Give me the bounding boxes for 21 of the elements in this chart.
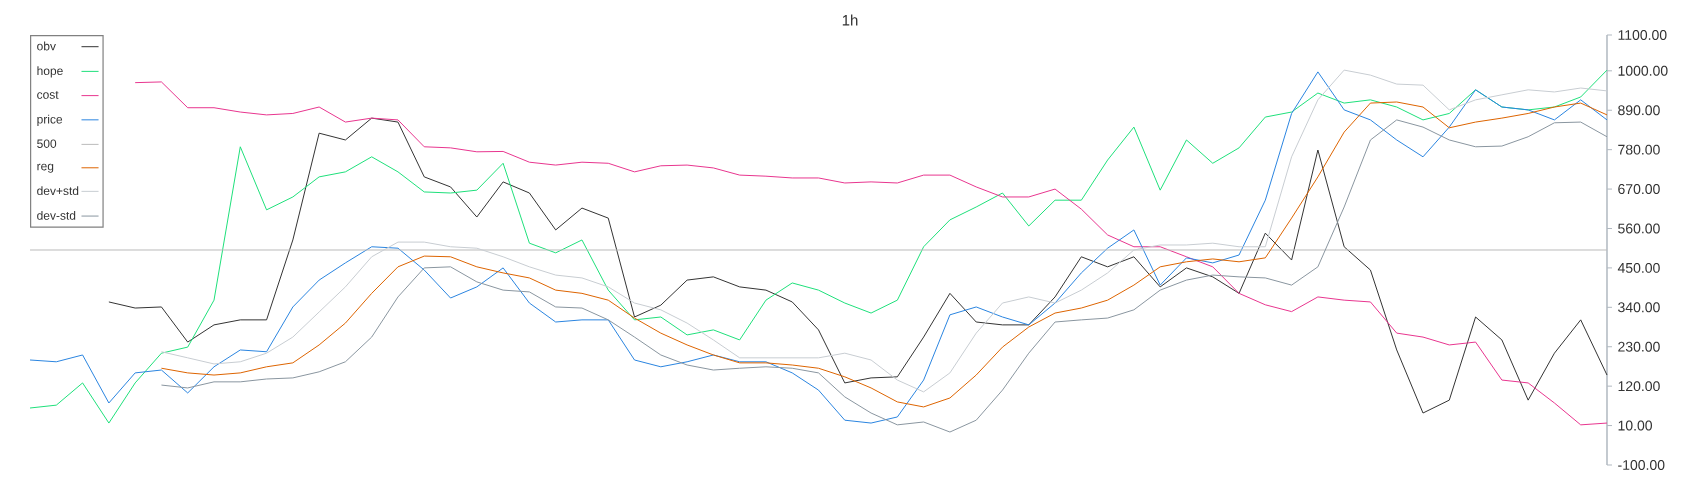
chart-title: 1h <box>842 14 858 26</box>
y-tick-label: 450.00 <box>1617 262 1660 273</box>
y-tick-label: 1100.00 <box>1618 30 1667 40</box>
y-tick-label: 890.00 <box>1618 105 1660 116</box>
y-tick-label: 670.00 <box>1618 184 1660 195</box>
y-tick-label: 340.00 <box>1618 302 1660 313</box>
legend-label: cost <box>37 90 59 99</box>
legend-label: reg <box>37 163 54 173</box>
legend-label: dev-std <box>37 210 76 220</box>
legend-label: obv <box>37 41 56 51</box>
y-tick-label: 560.00 <box>1618 223 1660 234</box>
y-tick-label: 780.00 <box>1618 144 1660 155</box>
y-tick-label: 120.00 <box>1618 381 1660 392</box>
legend-label: dev+std <box>37 186 79 196</box>
y-tick-label: -100.00 <box>1618 460 1665 470</box>
legend-label: price <box>37 114 63 126</box>
y-tick-label: 1000.00 <box>1618 65 1668 76</box>
y-tick-label: 10.00 <box>1618 420 1653 431</box>
legend-label: 500 <box>37 139 57 148</box>
y-tick-label: 230.00 <box>1618 341 1660 352</box>
legend-label: hope <box>37 66 63 78</box>
